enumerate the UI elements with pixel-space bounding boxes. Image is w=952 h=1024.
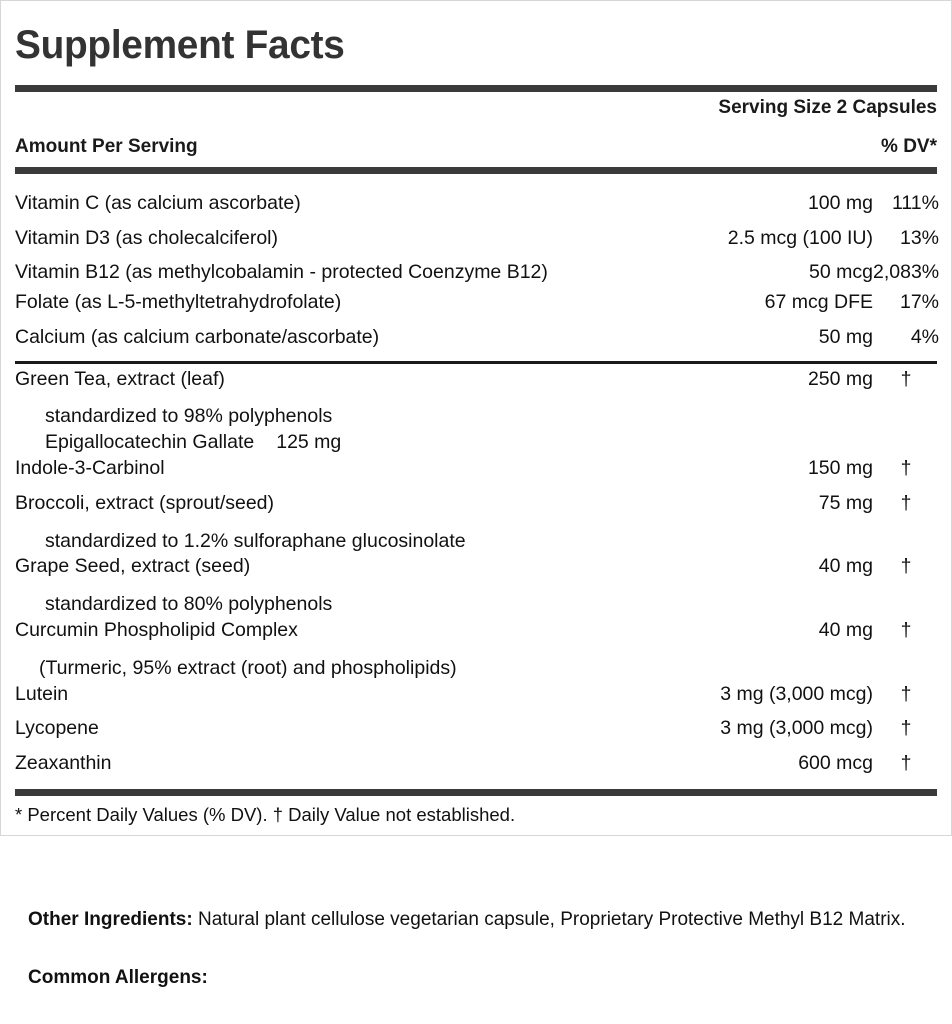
ingredient-dv (873, 429, 952, 455)
ingredient-name: Broccoli, extract (sprout/seed) (15, 491, 275, 514)
ingredient-dv: 4% (910, 325, 939, 348)
footnote-text: * Percent Daily Values (% DV). † Daily V… (15, 803, 516, 825)
other-ingredients-paragraph: Other Ingredients: Natural plant cellulo… (28, 903, 924, 937)
other-ingredients-text: Natural plant cellulose vegetarian capsu… (192, 909, 906, 930)
vitamins-table: Vitamin C (as calcium ascorbate) 100 mg … (15, 174, 939, 352)
table-row: Zeaxanthin 600 mcg † (15, 743, 952, 778)
ingredient-dv: 2,083% (873, 261, 940, 284)
ingredient-amount: 100 mg (807, 191, 873, 214)
table-row: Green Tea, extract (leaf) 250 mg † (15, 364, 952, 394)
ingredient-amount: 40 mg (818, 618, 873, 641)
paragraph-gap (28, 937, 924, 961)
ingredient-amount: 50 mg (818, 325, 873, 348)
divider-thick-footnote (15, 788, 937, 796)
table-row: Vitamin B12 (as methylcobalamin - protec… (15, 252, 939, 287)
botanicals-table: Green Tea, extract (leaf) 250 mg † stand… (15, 364, 952, 778)
ingredient-dv: † (900, 367, 912, 390)
serving-size-label: Serving Size 2 Capsules (718, 97, 937, 118)
ingredient-dv: † (900, 682, 912, 705)
ingredient-amount: 50 mcg (809, 261, 873, 284)
table-row: Lutein 3 mg (3,000 mcg) † (15, 681, 952, 709)
table-row: Grape Seed, extract (seed) 40 mg † (15, 553, 952, 581)
ingredient-amount (703, 581, 873, 617)
divider-thick-header (15, 166, 937, 174)
ingredient-name: Folate (as L-5-methyltetrahydrofolate) (15, 291, 342, 314)
page-title: Supplement Facts (15, 23, 345, 67)
ingredient-amount: 40 mg (818, 555, 873, 578)
amount-per-serving-header: Amount Per Serving (15, 135, 198, 157)
table-subrow: standardized to 80% polyphenols (15, 581, 952, 617)
other-ingredients-label: Other Ingredients: (28, 909, 193, 930)
ingredient-detail: (Turmeric, 95% extract (root) and phosph… (39, 656, 457, 679)
ingredient-dv: † (900, 717, 912, 740)
table-row: Curcumin Phospholipid Complex 40 mg † (15, 617, 952, 645)
ingredient-dv (873, 581, 952, 617)
ingredient-name: Grape Seed, extract (seed) (15, 555, 251, 578)
table-subrow: (Turmeric, 95% extract (root) and phosph… (15, 645, 952, 681)
table-subrow: Epigallocatechin Gallate 125 mg (15, 429, 952, 455)
ingredient-name: Vitamin B12 (as methylcobalamin - protec… (15, 261, 548, 284)
ingredient-dv (873, 393, 952, 429)
ingredient-dv: † (900, 457, 912, 480)
divider-thick-top (15, 85, 937, 92)
vitamins-tbody: Vitamin C (as calcium ascorbate) 100 mg … (15, 174, 939, 352)
ingredient-name: Zeaxanthin (15, 752, 112, 775)
table-row: Calcium (as calcium carbonate/ascorbate)… (15, 317, 939, 352)
ingredient-name: Lycopene (15, 717, 99, 740)
botanicals-tbody: Green Tea, extract (leaf) 250 mg † stand… (15, 364, 952, 778)
ingredient-detail-label: Epigallocatechin Gallate (45, 431, 255, 454)
ingredient-amount (703, 645, 873, 681)
table-row: Vitamin C (as calcium ascorbate) 100 mg … (15, 174, 939, 218)
ingredient-amount: 3 mg (3,000 mcg) (720, 717, 873, 740)
ingredient-detail: standardized to 1.2% sulforaphane glucos… (45, 529, 466, 552)
ingredient-dv (873, 645, 952, 681)
ingredient-detail: standardized to 80% polyphenols (45, 593, 333, 616)
ingredient-dv: † (900, 555, 912, 578)
table-row: Folate (as L-5-methyltetrahydrofolate) 6… (15, 287, 939, 317)
ingredient-name: Vitamin C (as calcium ascorbate) (15, 191, 301, 214)
table-subrow: standardized to 98% polyphenols (15, 393, 952, 429)
table-row: Vitamin D3 (as cholecalciferol) 2.5 mcg … (15, 218, 939, 253)
table-row: Lycopene 3 mg (3,000 mcg) † (15, 708, 952, 743)
ingredient-amount (703, 518, 873, 554)
ingredient-name: Indole-3-Carbinol (15, 457, 165, 480)
ingredient-detail: Epigallocatechin Gallate 125 mg (15, 429, 703, 455)
percent-dv-header: % DV* (881, 135, 937, 157)
ingredient-detail: standardized to 98% polyphenols (45, 405, 333, 428)
ingredient-amount: 600 mcg (798, 752, 873, 775)
table-header-row: Amount Per Serving % DV* (15, 122, 937, 167)
ingredient-name: Green Tea, extract (leaf) (15, 367, 225, 390)
ingredient-name: Lutein (15, 682, 69, 705)
table-row: Indole-3-Carbinol 150 mg † (15, 455, 952, 483)
ingredient-dv: 111% (892, 191, 939, 214)
ingredient-detail-amount: 125 mg (276, 431, 342, 454)
ingredient-amount: 2.5 mcg (100 IU) (727, 226, 873, 249)
ingredient-dv: 13% (899, 226, 939, 249)
ingredient-amount (703, 429, 873, 455)
divider-vitamins-botanicals (15, 360, 937, 364)
ingredient-amount: 67 mcg DFE (764, 291, 873, 314)
ingredient-dv: † (900, 491, 912, 514)
ingredient-name: Calcium (as calcium carbonate/ascorbate) (15, 325, 380, 348)
ingredient-amount (703, 393, 873, 429)
ingredient-dv: † (900, 752, 912, 775)
table-row: Broccoli, extract (sprout/seed) 75 mg † (15, 483, 952, 518)
supplement-facts-panel: Supplement Facts Serving Size 2 Capsules… (0, 0, 952, 836)
common-allergens-paragraph: Common Allergens: (28, 961, 924, 995)
ingredient-amount: 3 mg (3,000 mcg) (720, 682, 873, 705)
common-allergens-label: Common Allergens: (28, 966, 208, 988)
ingredient-dv: 17% (899, 291, 939, 314)
ingredient-dv: † (900, 618, 912, 641)
table-subrow: standardized to 1.2% sulforaphane glucos… (15, 518, 952, 554)
ingredient-name: Vitamin D3 (as cholecalciferol) (15, 226, 278, 249)
below-panel-section: Other Ingredients: Natural plant cellulo… (0, 903, 952, 995)
ingredient-amount: 250 mg (807, 367, 873, 390)
ingredient-amount: 75 mg (818, 491, 873, 514)
ingredient-amount: 150 mg (807, 457, 873, 480)
ingredient-dv (873, 518, 952, 554)
ingredient-name: Curcumin Phospholipid Complex (15, 618, 298, 641)
